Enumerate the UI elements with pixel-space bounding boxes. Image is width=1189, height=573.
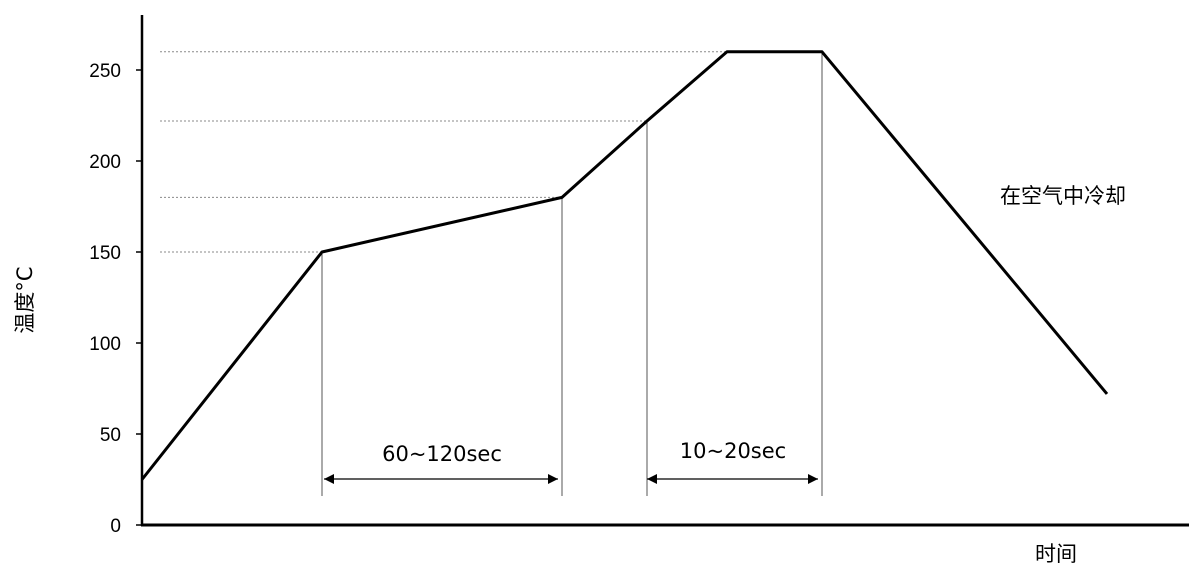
marker-lines (321, 51, 823, 496)
temperature-profile-line (140, 50, 1109, 481)
y-tick-label: 50 (100, 425, 121, 446)
y-ticks: 0 50 100 150 200 250 (89, 61, 142, 537)
peak-duration-label: 10~20sec (680, 439, 786, 463)
y-tick-label: 0 (110, 516, 121, 537)
y-tick-label: 100 (89, 334, 121, 355)
reference-lines (160, 51, 727, 253)
cooling-label: 在空气中冷却 (1000, 184, 1126, 208)
y-tick-label: 200 (89, 152, 121, 173)
x-axis-label: 时间 (1035, 542, 1077, 566)
y-axis-label: 温度°C (13, 266, 37, 333)
y-tick-label: 150 (89, 243, 121, 264)
preheat-duration-label: 60~120sec (382, 442, 502, 466)
y-tick-label: 250 (89, 61, 121, 82)
